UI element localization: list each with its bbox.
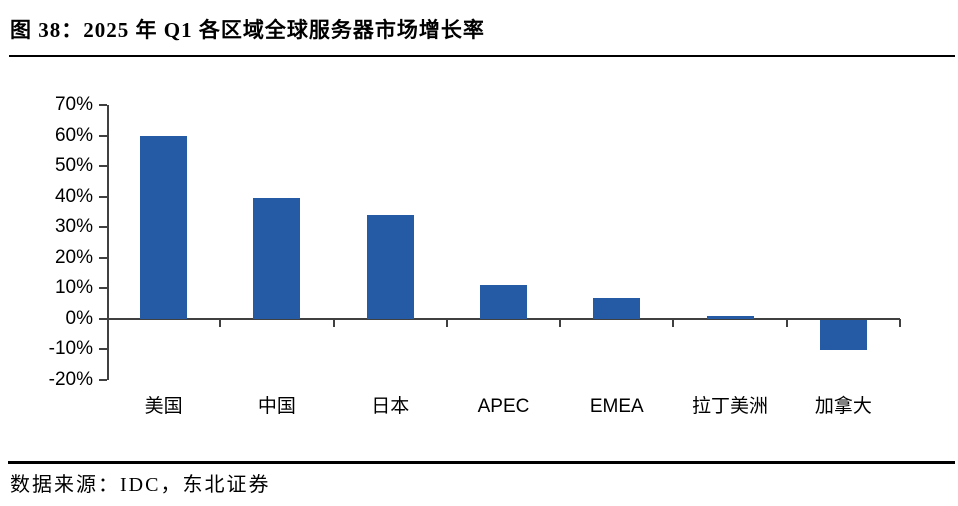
y-tick-label: 20%	[54, 246, 93, 268]
x-category-label: 中国	[257, 396, 296, 417]
bar-加拿大	[819, 319, 867, 351]
y-axis-tick	[99, 165, 107, 168]
y-axis-tick	[99, 379, 107, 381]
y-tick-label: 0%	[65, 307, 93, 329]
bar-日本	[366, 215, 414, 319]
x-axis-tick	[219, 318, 222, 327]
x-category-label: 美国	[144, 396, 183, 417]
y-axis-tick	[99, 317, 107, 320]
x-axis-tick	[445, 318, 448, 327]
x-axis-tick	[785, 318, 788, 327]
bar-拉丁美洲	[706, 315, 754, 319]
x-axis-tick	[332, 318, 335, 327]
y-tick-label: 60%	[54, 124, 93, 146]
y-tick-label: -10%	[48, 338, 93, 360]
bar-美国	[140, 135, 188, 319]
bar-APEC	[480, 285, 527, 319]
x-category-label: APEC	[477, 396, 530, 417]
x-category-label: 加拿大	[814, 396, 872, 417]
y-tick-label: -20%	[48, 369, 93, 390]
bar-中国	[253, 197, 301, 319]
source-divider-line	[8, 461, 955, 464]
y-tick-label: 50%	[54, 155, 93, 177]
y-axis-tick	[99, 104, 107, 106]
y-axis-tick	[99, 226, 107, 229]
caption-divider-line	[9, 55, 955, 57]
y-axis-line	[107, 105, 109, 380]
x-category-label: 日本	[371, 396, 410, 417]
y-tick-label: 10%	[54, 277, 93, 299]
bar-EMEA	[593, 297, 641, 319]
x-axis-tick	[559, 318, 562, 327]
x-axis-line	[107, 317, 900, 320]
x-category-label: EMEA	[589, 396, 644, 417]
figure-caption: 图 38：2025 年 Q1 各区域全球服务器市场增长率	[10, 18, 485, 42]
y-axis-tick	[99, 348, 107, 351]
x-category-label: 拉丁美洲	[692, 396, 769, 417]
y-tick-label: 40%	[54, 185, 93, 207]
y-tick-label: 30%	[54, 216, 93, 238]
y-axis-tick	[99, 134, 107, 137]
x-axis-tick	[899, 318, 901, 327]
y-tick-label: 70%	[54, 94, 93, 115]
y-axis-tick	[99, 256, 107, 259]
x-axis-tick	[672, 318, 675, 327]
y-axis-tick	[99, 287, 107, 290]
data-source-note: 数据来源：IDC，东北证券	[10, 474, 271, 496]
y-axis-tick	[99, 195, 107, 198]
